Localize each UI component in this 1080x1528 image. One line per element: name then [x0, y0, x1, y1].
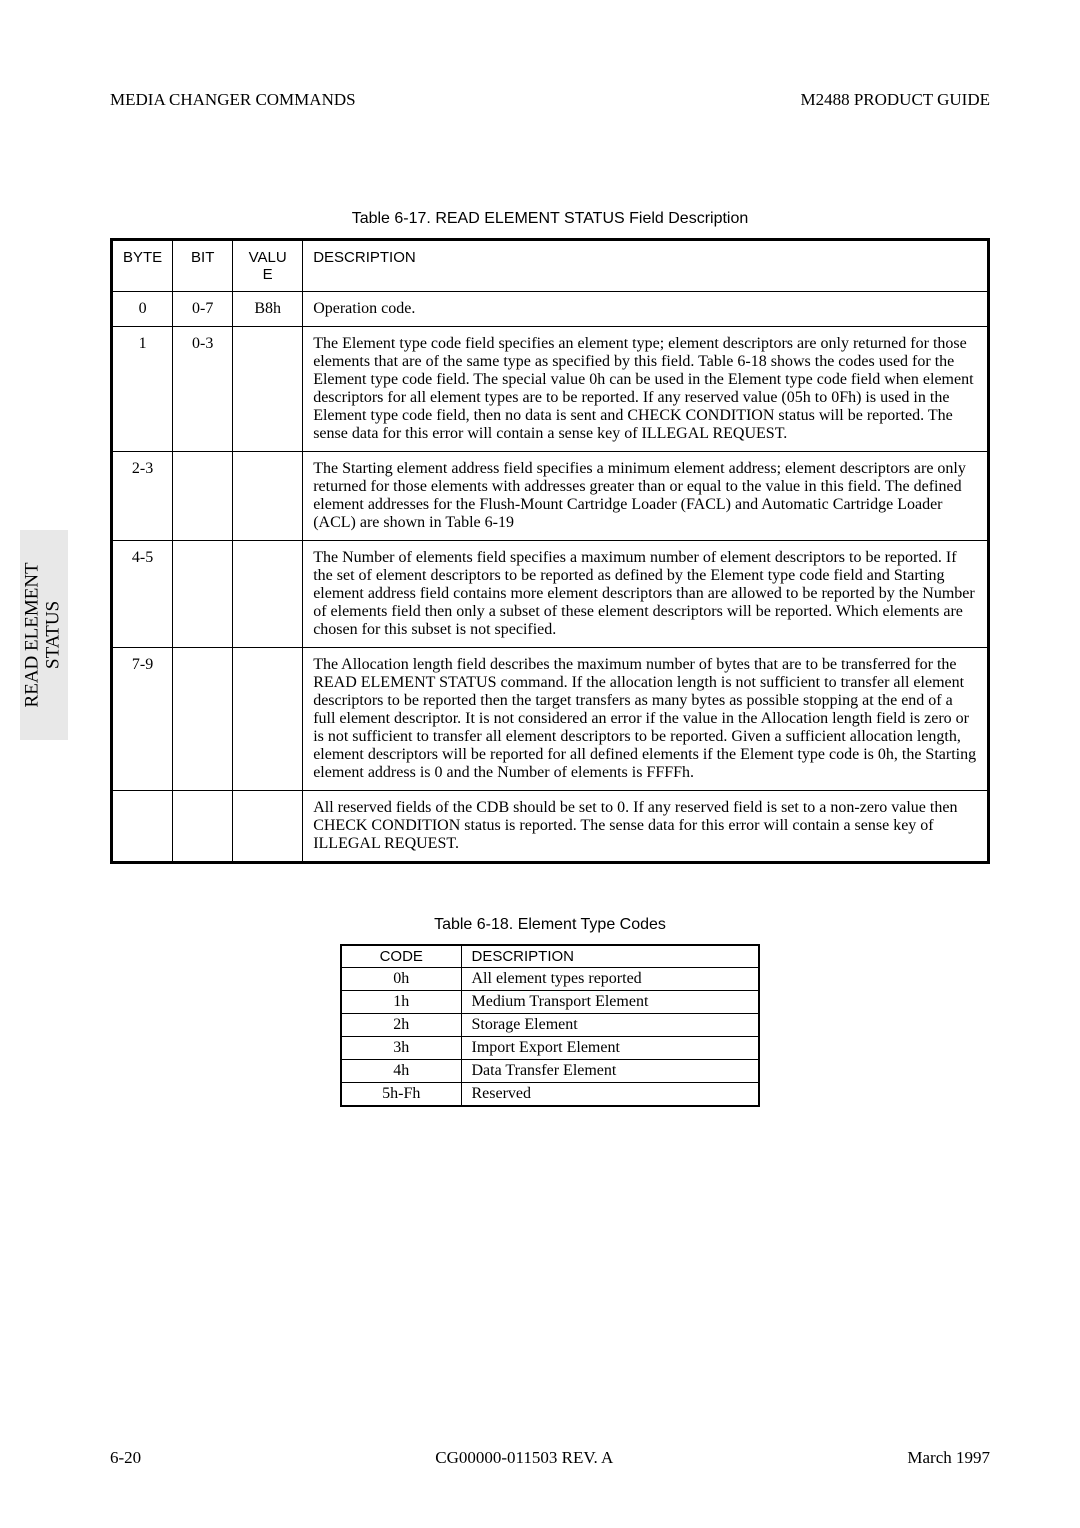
- table-row: 2-3 The Starting element address field s…: [112, 452, 989, 541]
- cell-desc: The Starting element address field speci…: [303, 452, 989, 541]
- cell-edesc: Medium Transport Element: [461, 991, 759, 1014]
- cell-byte: [112, 791, 173, 863]
- table2-caption: Table 6-18. Element Type Codes: [110, 916, 990, 934]
- cell-code: 4h: [341, 1060, 461, 1083]
- header-left: MEDIA CHANGER COMMANDS: [110, 90, 356, 110]
- table-row: 4h Data Transfer Element: [341, 1060, 759, 1083]
- cell-edesc: Data Transfer Element: [461, 1060, 759, 1083]
- col-edesc: DESCRIPTION: [461, 945, 759, 968]
- col-desc: DESCRIPTION: [303, 240, 989, 292]
- col-byte: BYTE: [112, 240, 173, 292]
- cell-byte: 7-9: [112, 648, 173, 791]
- cell-bit: [173, 648, 233, 791]
- page-content: MEDIA CHANGER COMMANDS M2488 PRODUCT GUI…: [110, 90, 990, 1107]
- cell-code: 0h: [341, 968, 461, 991]
- cell-edesc: Reserved: [461, 1083, 759, 1107]
- cell-desc: The Element type code field specifies an…: [303, 327, 989, 452]
- side-tab-line1: READ ELEMENT: [22, 562, 43, 707]
- cell-byte: 2-3: [112, 452, 173, 541]
- cell-bit: 0-7: [173, 292, 233, 327]
- element-type-codes-table: CODE DESCRIPTION 0h All element types re…: [340, 944, 760, 1107]
- cell-byte: 4-5: [112, 541, 173, 648]
- cell-bit: [173, 452, 233, 541]
- table-row: 2h Storage Element: [341, 1014, 759, 1037]
- cell-edesc: All element types reported: [461, 968, 759, 991]
- cell-desc: The Allocation length field describes th…: [303, 648, 989, 791]
- table-row: 3h Import Export Element: [341, 1037, 759, 1060]
- cell-edesc: Import Export Element: [461, 1037, 759, 1060]
- cell-code: 3h: [341, 1037, 461, 1060]
- cell-desc: The Number of elements field specifies a…: [303, 541, 989, 648]
- cell-desc: All reserved fields of the CDB should be…: [303, 791, 989, 863]
- field-description-table: BYTE BIT VALU E DESCRIPTION 0 0-7 B8h Op…: [110, 238, 990, 864]
- footer-center: CG00000-011503 REV. A: [435, 1448, 613, 1468]
- cell-bit: [173, 541, 233, 648]
- table-row: 0 0-7 B8h Operation code.: [112, 292, 989, 327]
- table-row: 5h-Fh Reserved: [341, 1083, 759, 1107]
- cell-byte: 1: [112, 327, 173, 452]
- side-tab: READ ELEMENT STATUS: [20, 530, 68, 740]
- cell-valu: [233, 648, 303, 791]
- table-row: 7-9 The Allocation length field describe…: [112, 648, 989, 791]
- col-code: CODE: [341, 945, 461, 968]
- table-row: 1 0-3 The Element type code field specif…: [112, 327, 989, 452]
- header-right: M2488 PRODUCT GUIDE: [800, 90, 990, 110]
- cell-bit: 0-3: [173, 327, 233, 452]
- cell-valu: B8h: [233, 292, 303, 327]
- side-tab-line2: STATUS: [43, 601, 64, 669]
- cell-edesc: Storage Element: [461, 1014, 759, 1037]
- cell-byte: 0: [112, 292, 173, 327]
- footer-right: March 1997: [907, 1448, 990, 1468]
- table-row: 4-5 The Number of elements field specifi…: [112, 541, 989, 648]
- side-tab-text: READ ELEMENT STATUS: [23, 562, 65, 707]
- col-bit: BIT: [173, 240, 233, 292]
- table-header-row: CODE DESCRIPTION: [341, 945, 759, 968]
- table-row: 0h All element types reported: [341, 968, 759, 991]
- cell-valu: [233, 541, 303, 648]
- page-header: MEDIA CHANGER COMMANDS M2488 PRODUCT GUI…: [110, 90, 990, 110]
- page-footer: 6-20 CG00000-011503 REV. A March 1997: [110, 1448, 990, 1468]
- table-row: 1h Medium Transport Element: [341, 991, 759, 1014]
- cell-bit: [173, 791, 233, 863]
- cell-valu: [233, 327, 303, 452]
- cell-valu: [233, 791, 303, 863]
- table-row: All reserved fields of the CDB should be…: [112, 791, 989, 863]
- cell-code: 5h-Fh: [341, 1083, 461, 1107]
- table1-caption: Table 6-17. READ ELEMENT STATUS Field De…: [110, 210, 990, 228]
- cell-code: 1h: [341, 991, 461, 1014]
- cell-code: 2h: [341, 1014, 461, 1037]
- cell-valu: [233, 452, 303, 541]
- cell-desc: Operation code.: [303, 292, 989, 327]
- col-valu: VALU E: [233, 240, 303, 292]
- table-header-row: BYTE BIT VALU E DESCRIPTION: [112, 240, 989, 292]
- footer-left: 6-20: [110, 1448, 141, 1468]
